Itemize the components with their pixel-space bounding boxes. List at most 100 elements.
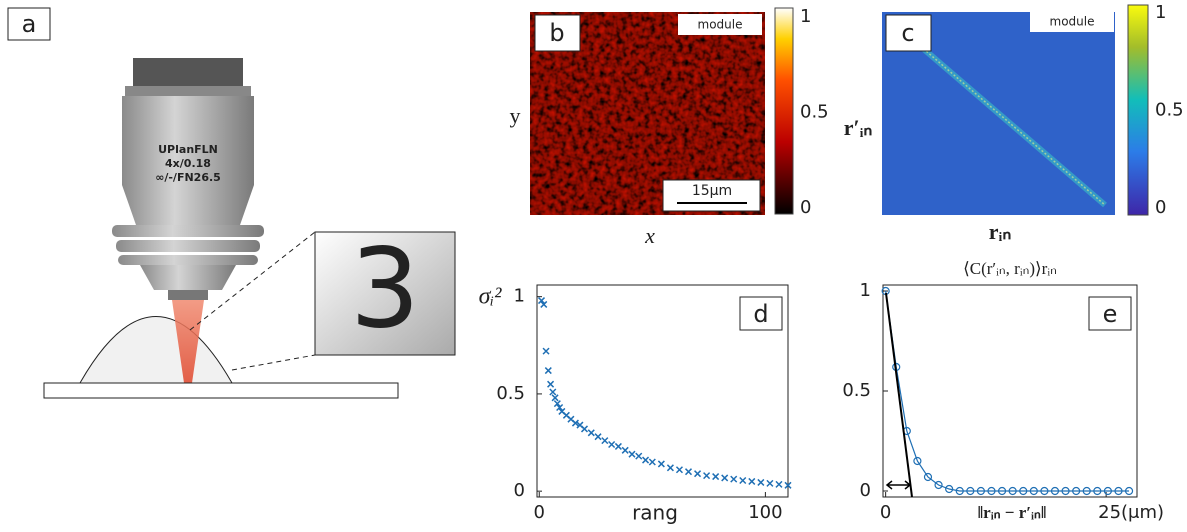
y-tick-label: 1 bbox=[514, 286, 525, 307]
data-point bbox=[635, 452, 643, 460]
panel-a: a UPlanFLN 4x/0.18 ∞/-/FN26.5 3 bbox=[7, 7, 456, 399]
label-box bbox=[1088, 296, 1132, 331]
data-point bbox=[1008, 486, 1017, 496]
panel-label: d bbox=[753, 300, 768, 328]
data-point bbox=[1072, 486, 1081, 496]
panel-e: 0 0.5 1 0 25(μm) e ‖rᵢₙ − r′ᵢₙ‖ ⟨C(r′ᵢₙ, rᵢₙ)⟩r… bbox=[842, 259, 1164, 523]
data-point bbox=[757, 478, 765, 486]
objective-ring bbox=[116, 240, 260, 252]
y-label: y bbox=[510, 103, 521, 128]
zoom-box bbox=[314, 231, 456, 356]
data-point bbox=[537, 297, 546, 305]
data-point bbox=[657, 460, 665, 468]
colorbar bbox=[774, 7, 794, 215]
data-point bbox=[580, 425, 589, 433]
objective-body bbox=[122, 96, 254, 225]
data-point bbox=[642, 456, 650, 464]
y-tick-label: 1 bbox=[860, 280, 871, 301]
x-label: rang bbox=[632, 501, 678, 525]
x-label: ‖rᵢₙ − r′ᵢₙ‖ bbox=[978, 503, 1047, 522]
data-point bbox=[1114, 486, 1123, 496]
data-point bbox=[913, 456, 922, 466]
data-point bbox=[621, 446, 629, 454]
data-point bbox=[987, 486, 996, 496]
data-point bbox=[684, 468, 693, 476]
width-arrow bbox=[885, 480, 912, 490]
data-point bbox=[1082, 486, 1091, 496]
x-label: x bbox=[644, 223, 655, 248]
data-point bbox=[1040, 486, 1049, 496]
colorbar-ticks: 00.51 bbox=[1155, 2, 1184, 218]
data-point bbox=[547, 380, 555, 388]
x-tick-label: 25(μm) bbox=[1098, 502, 1164, 523]
y-label: r′ᵢₙ bbox=[844, 115, 873, 140]
data-point bbox=[1019, 486, 1028, 496]
panel-label: a bbox=[22, 10, 37, 38]
data-point bbox=[666, 464, 674, 472]
panel-c: c module r′ᵢₙ rᵢₙ 00.51 bbox=[844, 2, 1184, 244]
objective-text: ∞/-/FN26.5 bbox=[155, 171, 221, 184]
panel-d: 0 0.5 1 0 100 d rang σᵢ² bbox=[479, 284, 792, 525]
data-point bbox=[739, 476, 747, 484]
data-point bbox=[551, 394, 559, 402]
data-point bbox=[997, 486, 1007, 496]
tag-box bbox=[678, 14, 762, 35]
y-tick-label: 0 bbox=[860, 480, 871, 501]
data-point bbox=[556, 404, 564, 412]
x-tick-label: 0 bbox=[534, 502, 545, 523]
data-point bbox=[571, 419, 579, 427]
data-point bbox=[1124, 486, 1134, 496]
colorbar-tick-label: 1 bbox=[1155, 2, 1166, 23]
data-point bbox=[587, 429, 595, 437]
data-point bbox=[703, 472, 711, 480]
data-point bbox=[784, 481, 792, 489]
data-point bbox=[542, 347, 550, 355]
data-point bbox=[608, 440, 616, 449]
data-point bbox=[923, 472, 933, 482]
colorbar-ticks: 00.51 bbox=[800, 6, 829, 218]
data-point bbox=[712, 473, 720, 481]
data-point bbox=[594, 433, 602, 441]
data-point bbox=[1061, 486, 1070, 496]
y-label: σᵢ² bbox=[479, 284, 503, 310]
data-point bbox=[540, 300, 548, 308]
scale-box bbox=[662, 179, 761, 212]
y-tick-label: 0.5 bbox=[496, 383, 525, 404]
data-point bbox=[1103, 486, 1112, 496]
data-point bbox=[553, 400, 561, 408]
panel-label: c bbox=[901, 19, 914, 47]
colorbar-tick-label: 0 bbox=[1155, 197, 1166, 218]
data-point bbox=[1093, 486, 1102, 496]
data-point bbox=[675, 466, 683, 474]
objective-ring bbox=[118, 255, 258, 265]
objective-text: UPlanFLN bbox=[158, 143, 218, 156]
objective-lens bbox=[168, 290, 208, 300]
colorbar bbox=[1127, 4, 1149, 216]
data-point bbox=[955, 486, 964, 496]
chart-title: ⟨C(r′ᵢₙ, rᵢₙ)⟩rᵢₙ bbox=[963, 259, 1057, 278]
slide bbox=[43, 382, 399, 399]
data-point bbox=[976, 486, 985, 496]
data-point bbox=[628, 450, 636, 458]
charts: 0 0.5 1 0 100 d rang σᵢ² 0 0.5 1 0 25(μm) e ‖rᵢₙ − r′ᵢ… bbox=[479, 259, 1164, 525]
data-point bbox=[945, 484, 954, 494]
tangent-line bbox=[885, 292, 913, 498]
panel-label: e bbox=[1103, 300, 1118, 328]
tag-box bbox=[1030, 11, 1114, 32]
objective-text: 4x/0.18 bbox=[165, 157, 211, 170]
x-label: rᵢₙ bbox=[989, 219, 1012, 244]
tag: module bbox=[1050, 15, 1095, 29]
data-point bbox=[766, 479, 774, 487]
data-point bbox=[1050, 486, 1060, 496]
colorbar-tick-label: 0 bbox=[800, 197, 811, 218]
data-point bbox=[601, 437, 609, 445]
label-box bbox=[534, 14, 581, 52]
colorbar-tick-label: 1 bbox=[800, 6, 811, 27]
objective-cap bbox=[133, 58, 243, 88]
data-point bbox=[966, 486, 975, 496]
data-point bbox=[730, 475, 738, 483]
data-point bbox=[1029, 486, 1038, 496]
data-point bbox=[694, 470, 702, 478]
axes-box bbox=[536, 284, 789, 498]
